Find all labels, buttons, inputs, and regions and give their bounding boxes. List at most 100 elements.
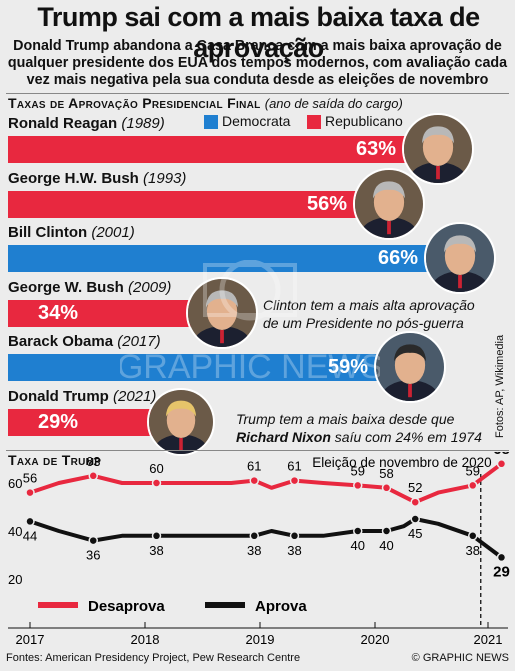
photo-credit: Fotos: AP, Wikimedia [494,334,506,438]
data-label: 36 [86,548,100,563]
data-label: 29 [493,563,510,580]
data-label: 38 [149,543,163,558]
data-label: 38 [466,543,480,558]
president-year: (1989) [121,115,165,132]
x-tick-label: 2017 [16,632,45,647]
section-heading-final-approval: Taxas de Aprovação Presidencial Final (a… [8,95,403,111]
x-tick-label: 2021 [474,632,503,647]
clinton-note-line2: de um Presidente no pós-guerra [263,315,464,331]
president-portrait [147,388,215,456]
legend-label-democrata: Democrata [222,113,291,129]
president-portrait [374,331,446,403]
data-label: 56 [23,471,37,486]
president-name-text: Ronald Reagan [8,115,122,132]
section-heading-note: (ano de saída do cargo) [264,96,403,111]
series-line-desaprova [28,461,504,505]
approval-bar-label: 63% [355,138,396,160]
president-portrait [402,113,474,185]
legend-label-republicano: Republicano [325,113,403,129]
approval-bar-label: 59% [327,356,368,378]
president-name: Donald Trump (2021) [8,388,156,405]
president-portrait [424,222,496,294]
president-year: (2001) [91,224,135,241]
legend-swatch-republicano [307,115,321,129]
data-label: 38 [287,543,301,558]
data-label: 44 [23,528,37,543]
president-portrait [353,168,425,240]
president-name-text: Bill Clinton [8,224,92,241]
president-year: (2017) [117,333,161,350]
president-year: (2009) [128,279,172,296]
x-tick-label: 2020 [361,632,390,647]
data-label: 52 [408,480,422,495]
data-point [496,552,507,563]
clinton-note-line1: Clinton tem a mais alta aprovação [263,297,475,313]
data-label: 68 [493,452,510,458]
section-heading-trump-rate: Taxa de Trump [8,452,102,468]
data-point [88,535,98,546]
approval-bar [8,191,380,218]
divider [6,93,509,94]
president-name-text: Donald Trump [8,388,113,405]
president-portrait [186,277,258,349]
data-label: 38 [247,543,261,558]
y-tick-label: 40 [8,524,22,539]
section-heading-text: Taxas de Aprovação Presidencial Final [8,95,261,111]
trump-note-line2: Richard Nixon saíu com 24% em 1974 [236,428,482,446]
approval-bar [8,354,400,381]
data-point [249,475,259,486]
data-point [25,487,35,498]
data-point [353,526,363,536]
approval-bar-label: 34% [38,302,79,324]
data-point [410,497,420,507]
president-name-text: George H.W. Bush [8,170,144,187]
president-name: Barack Obama (2017) [8,333,161,350]
series-line-aprova [28,517,504,560]
legend-swatch-democrata [204,115,218,129]
divider [6,450,509,451]
approval-bar-label: 56% [306,193,347,215]
data-label: 58 [379,466,393,481]
data-point [88,471,98,481]
data-label: 61 [247,459,261,474]
approval-bar-label: 29% [38,411,79,433]
data-point [151,478,162,488]
president-year: (1993) [143,170,187,187]
data-point [25,516,35,527]
x-tick-label: 2019 [246,632,275,647]
data-label: 59 [351,463,365,478]
trump-note-line1: Trump tem a mais baixa desde que [236,411,455,427]
data-label: 60 [149,461,163,476]
president-name: Bill Clinton (2001) [8,224,135,241]
sources: Fontes: American Presidency Project, Pew… [6,652,301,664]
data-point [468,480,478,491]
trump-note: Trump tem a mais baixa desde que Richard… [236,410,482,446]
y-tick-label: 60 [8,476,22,491]
data-label: 63 [86,454,100,469]
approval-bar-label: 66% [377,247,418,269]
data-point [353,480,363,491]
trump-note-nixon: Richard Nixon [236,429,331,445]
x-tick-label: 2018 [131,632,160,647]
trump-approval-line-chart: 20 40 60 2017 2018 2019 2020 2021 Eleição de nov… [8,452,510,647]
data-point [249,531,259,541]
president-year: (2021) [113,388,157,405]
approval-bar [8,245,446,272]
data-label: 59 [466,463,480,478]
y-tick-label: 20 [8,572,22,587]
legend-label-aprova: Aprova [255,598,307,615]
data-label: 61 [287,459,301,474]
approval-bar [8,136,426,163]
page-title: Trump sai com a mais baixa taxa de aprov… [37,2,480,63]
president-name: Ronald Reagan (1989) [8,115,165,132]
clinton-note: Clinton tem a mais alta aprovação de um … [263,296,475,332]
data-point [410,514,420,524]
data-point [289,475,300,486]
president-name: George H.W. Bush (1993) [8,170,186,187]
election-annotation: Eleição de novembro de 2020 [312,455,491,470]
president-name-text: George W. Bush [8,279,129,296]
president-name: George W. Bush (2009) [8,279,171,296]
president-name-text: Barack Obama [8,333,118,350]
data-point [496,459,507,469]
trump-note-line2-rest: saíu com 24% em 1974 [330,429,482,445]
